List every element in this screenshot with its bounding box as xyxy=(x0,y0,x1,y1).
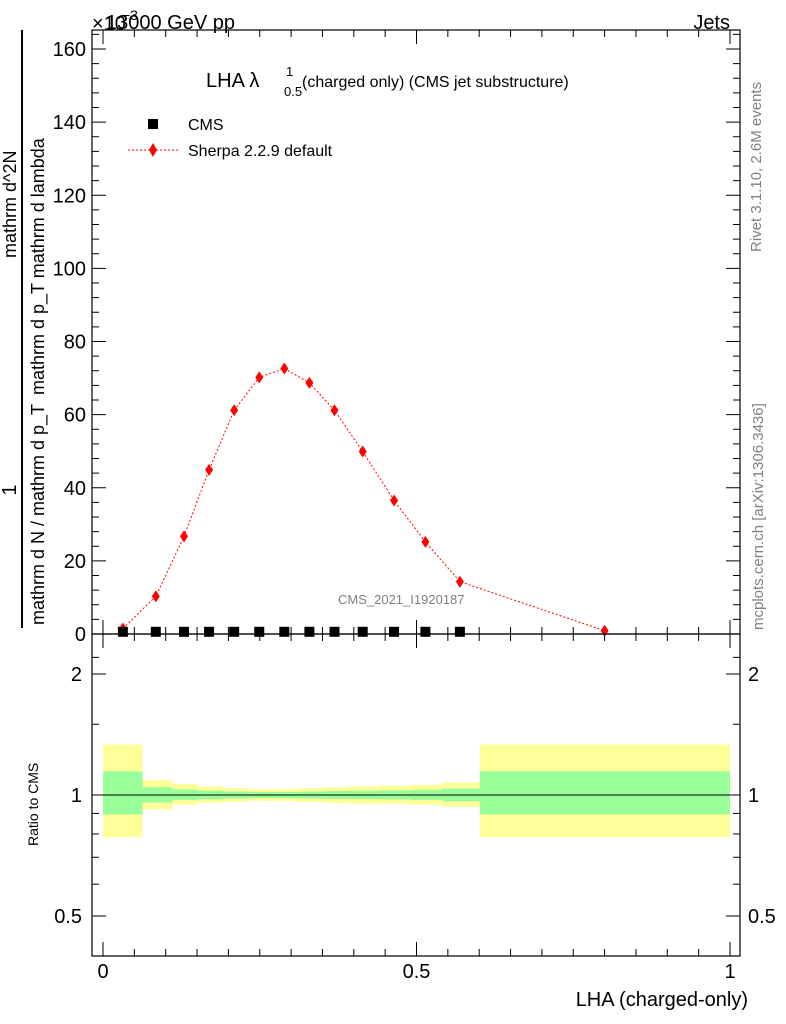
mcplots-label: mcplots.cern.ch [arXiv:1306.3436] xyxy=(750,403,767,630)
exponent-label: −3 xyxy=(122,7,138,23)
sherpa-point xyxy=(330,404,339,417)
plot-title: LHA λ 1 0.5 (charged only) (CMS jet subs… xyxy=(206,64,569,99)
cms-point xyxy=(454,626,465,637)
x-tick-label: 0.5 xyxy=(403,961,431,983)
legend-sherpa-label: Sherpa 2.2.9 default xyxy=(188,143,333,160)
svg-text:LHA λ: LHA λ xyxy=(206,70,259,92)
sherpa-point xyxy=(255,371,264,384)
sherpa-point xyxy=(230,404,239,417)
ratio-y-tick-label: 1 xyxy=(71,785,82,807)
cms-point xyxy=(117,626,128,637)
title-sub: 0.5 xyxy=(284,84,302,99)
jets-label: Jets xyxy=(693,12,730,34)
cms-point xyxy=(357,626,368,637)
cms-point xyxy=(179,626,190,637)
ratio-band-inner xyxy=(103,771,143,815)
cms-point xyxy=(229,626,240,637)
legend-cms-marker xyxy=(148,119,158,129)
y-tick-label: 20 xyxy=(64,551,86,573)
ratio-y-tick-label: 0.5 xyxy=(54,906,82,928)
cms-point xyxy=(420,626,431,637)
cms-point xyxy=(204,626,215,637)
ylabel-denominator: mathrm d N / mathrm d p_T xyxy=(28,404,49,625)
sherpa-point xyxy=(180,530,189,543)
y-tick-label: 100 xyxy=(53,258,86,280)
x-tick-label: 0 xyxy=(97,961,108,983)
ratio-plot-panel: 0 0.5 1 0.5 0.5 1 1 2 2 xyxy=(54,633,776,983)
ylabel-top-numerator: mathrm d^2N xyxy=(0,151,20,258)
y-tick-label: 0 xyxy=(75,624,86,646)
y-tick-label: 80 xyxy=(64,332,86,354)
ratio-y-tick-label: 2 xyxy=(71,664,82,686)
y-tick-label: 40 xyxy=(64,478,86,500)
ratio-band-inner xyxy=(479,771,730,815)
cms-point xyxy=(329,626,340,637)
sherpa-line xyxy=(122,368,605,632)
sherpa-point xyxy=(305,376,314,389)
title-main: LHA λ xyxy=(206,70,259,92)
ratio-y-tick-label-right: 2 xyxy=(748,664,759,686)
energy-label: 13000 GeV pp xyxy=(106,12,235,34)
cms-point xyxy=(389,626,400,637)
ratio-y-axis-label: Ratio to CMS xyxy=(25,763,41,846)
y-tick-label: 60 xyxy=(64,405,86,427)
x-axis-label: LHA (charged-only) xyxy=(576,989,748,1011)
cms-point xyxy=(279,626,290,637)
main-plot-panel: 0 20 40 60 80 100 120 140 160 xyxy=(53,29,741,646)
cms-point xyxy=(254,626,265,637)
sherpa-point xyxy=(358,445,367,458)
legend: CMS Sherpa 2.2.9 default xyxy=(128,117,333,160)
rivet-label: Rivet 3.1.10, 2.6M events xyxy=(748,82,765,252)
cms-point xyxy=(304,626,315,637)
ratio-y-tick-label-right: 0.5 xyxy=(748,906,776,928)
sherpa-point xyxy=(390,494,399,507)
y-tick-label: 140 xyxy=(53,112,86,134)
cms-point xyxy=(150,626,161,637)
legend-cms-label: CMS xyxy=(188,117,224,134)
analysis-watermark: CMS_2021_I1920187 xyxy=(338,592,465,607)
y-axis-label: 1 mathrm d N / mathrm d p_T mathrm d^2N … xyxy=(0,30,49,628)
y-tick-label: 120 xyxy=(53,185,86,207)
ylabel-mid: mathrm d p_T mathrm d lambda xyxy=(28,137,49,395)
title-sup: 1 xyxy=(286,64,293,79)
title-rest: (charged only) (CMS jet substructure) xyxy=(302,74,569,91)
ylabel-numerator: 1 xyxy=(0,484,21,495)
sherpa-point xyxy=(455,575,464,588)
sherpa-point xyxy=(421,535,430,548)
legend-sherpa-marker xyxy=(149,143,157,157)
sherpa-point xyxy=(280,362,289,375)
ratio-y-tick-label-right: 1 xyxy=(748,785,759,807)
sherpa-point xyxy=(151,590,160,603)
y-tick-label: 160 xyxy=(53,39,86,61)
x-tick-label: 1 xyxy=(724,961,735,983)
sherpa-point xyxy=(205,463,214,476)
